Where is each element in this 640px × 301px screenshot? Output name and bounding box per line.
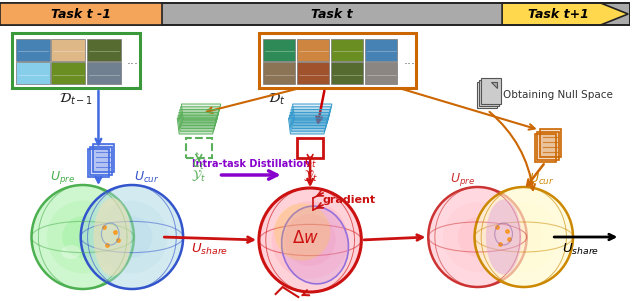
Bar bbox=[0, 3, 630, 25]
Text: $U_{cur}$: $U_{cur}$ bbox=[529, 172, 554, 187]
Bar bbox=[0, 3, 630, 25]
Text: $U_{share}$: $U_{share}$ bbox=[563, 241, 600, 256]
FancyBboxPatch shape bbox=[540, 129, 561, 157]
Text: $\hat{\mathcal{Y}}_t$: $\hat{\mathcal{Y}}_t$ bbox=[303, 164, 317, 184]
Ellipse shape bbox=[31, 185, 134, 289]
FancyBboxPatch shape bbox=[534, 134, 556, 162]
Polygon shape bbox=[179, 112, 218, 129]
Text: $U_{cur}$: $U_{cur}$ bbox=[134, 169, 159, 185]
Text: $U_{share}$: $U_{share}$ bbox=[191, 241, 228, 256]
Ellipse shape bbox=[259, 188, 362, 292]
Ellipse shape bbox=[428, 187, 527, 287]
Ellipse shape bbox=[259, 188, 362, 292]
Text: $U_{pre}$: $U_{pre}$ bbox=[450, 170, 476, 188]
Ellipse shape bbox=[474, 187, 573, 287]
Ellipse shape bbox=[490, 202, 558, 272]
Text: $\hat{\mathcal{Y}}_t$: $\hat{\mathcal{Y}}_t$ bbox=[191, 164, 206, 184]
Polygon shape bbox=[177, 118, 216, 134]
Polygon shape bbox=[178, 115, 218, 131]
Ellipse shape bbox=[443, 202, 512, 272]
FancyBboxPatch shape bbox=[51, 39, 85, 61]
Ellipse shape bbox=[474, 187, 573, 287]
Ellipse shape bbox=[47, 200, 118, 273]
Ellipse shape bbox=[274, 203, 330, 261]
FancyBboxPatch shape bbox=[537, 132, 559, 160]
Ellipse shape bbox=[504, 217, 543, 257]
Text: Task t -1: Task t -1 bbox=[51, 8, 111, 20]
Ellipse shape bbox=[81, 185, 183, 289]
Polygon shape bbox=[492, 82, 497, 88]
FancyBboxPatch shape bbox=[16, 62, 50, 84]
FancyBboxPatch shape bbox=[297, 62, 330, 84]
Polygon shape bbox=[291, 110, 330, 126]
Ellipse shape bbox=[61, 245, 81, 259]
Text: Intra-task Distillation: Intra-task Distillation bbox=[192, 159, 310, 169]
Bar bbox=[259, 33, 417, 88]
Text: Task t: Task t bbox=[312, 8, 353, 20]
Ellipse shape bbox=[486, 200, 522, 275]
Polygon shape bbox=[181, 104, 221, 120]
Bar bbox=[298, 138, 323, 158]
FancyBboxPatch shape bbox=[51, 62, 85, 84]
Polygon shape bbox=[180, 110, 219, 126]
Text: $U_{pre}$: $U_{pre}$ bbox=[51, 169, 76, 185]
FancyBboxPatch shape bbox=[331, 62, 364, 84]
Polygon shape bbox=[292, 107, 331, 123]
Bar bbox=[481, 78, 501, 104]
Text: $\mathcal{C}_t$: $\mathcal{C}_t$ bbox=[303, 154, 317, 169]
FancyBboxPatch shape bbox=[297, 39, 330, 61]
Text: $\mathcal{D}_t$: $\mathcal{D}_t$ bbox=[268, 91, 285, 107]
Ellipse shape bbox=[93, 198, 131, 276]
FancyBboxPatch shape bbox=[88, 149, 109, 177]
Text: Obtaining Null Space: Obtaining Null Space bbox=[503, 90, 613, 100]
Polygon shape bbox=[289, 118, 328, 134]
FancyBboxPatch shape bbox=[365, 39, 397, 61]
Text: ...: ... bbox=[127, 54, 139, 67]
Bar bbox=[186, 138, 212, 158]
Bar bbox=[0, 3, 163, 25]
Bar bbox=[12, 33, 140, 88]
Text: $\hat{\mathcal{C}}_t$: $\hat{\mathcal{C}}_t$ bbox=[193, 152, 205, 172]
Ellipse shape bbox=[282, 206, 349, 284]
Polygon shape bbox=[502, 3, 628, 25]
Ellipse shape bbox=[31, 185, 134, 289]
Text: Task t+1: Task t+1 bbox=[528, 8, 589, 20]
FancyBboxPatch shape bbox=[93, 144, 114, 172]
Ellipse shape bbox=[96, 200, 168, 273]
FancyBboxPatch shape bbox=[263, 62, 295, 84]
Polygon shape bbox=[292, 104, 332, 120]
Ellipse shape bbox=[428, 187, 527, 287]
Polygon shape bbox=[289, 115, 329, 131]
Text: $\Delta w$: $\Delta w$ bbox=[292, 229, 319, 247]
Bar bbox=[477, 82, 497, 108]
Bar bbox=[479, 80, 499, 106]
FancyBboxPatch shape bbox=[90, 147, 112, 175]
Ellipse shape bbox=[458, 217, 497, 257]
FancyBboxPatch shape bbox=[86, 39, 120, 61]
Ellipse shape bbox=[272, 201, 349, 279]
FancyBboxPatch shape bbox=[263, 39, 295, 61]
Polygon shape bbox=[180, 107, 220, 123]
FancyBboxPatch shape bbox=[365, 62, 397, 84]
FancyBboxPatch shape bbox=[16, 39, 50, 61]
Ellipse shape bbox=[62, 216, 103, 258]
Text: $\mathcal{D}_{t-1}$: $\mathcal{D}_{t-1}$ bbox=[59, 91, 93, 107]
FancyBboxPatch shape bbox=[86, 62, 120, 84]
FancyBboxPatch shape bbox=[331, 39, 364, 61]
Ellipse shape bbox=[285, 214, 336, 266]
Ellipse shape bbox=[81, 185, 183, 289]
Text: gradient: gradient bbox=[323, 195, 376, 205]
Polygon shape bbox=[290, 112, 330, 129]
Ellipse shape bbox=[111, 216, 152, 258]
Text: ...: ... bbox=[404, 54, 415, 67]
